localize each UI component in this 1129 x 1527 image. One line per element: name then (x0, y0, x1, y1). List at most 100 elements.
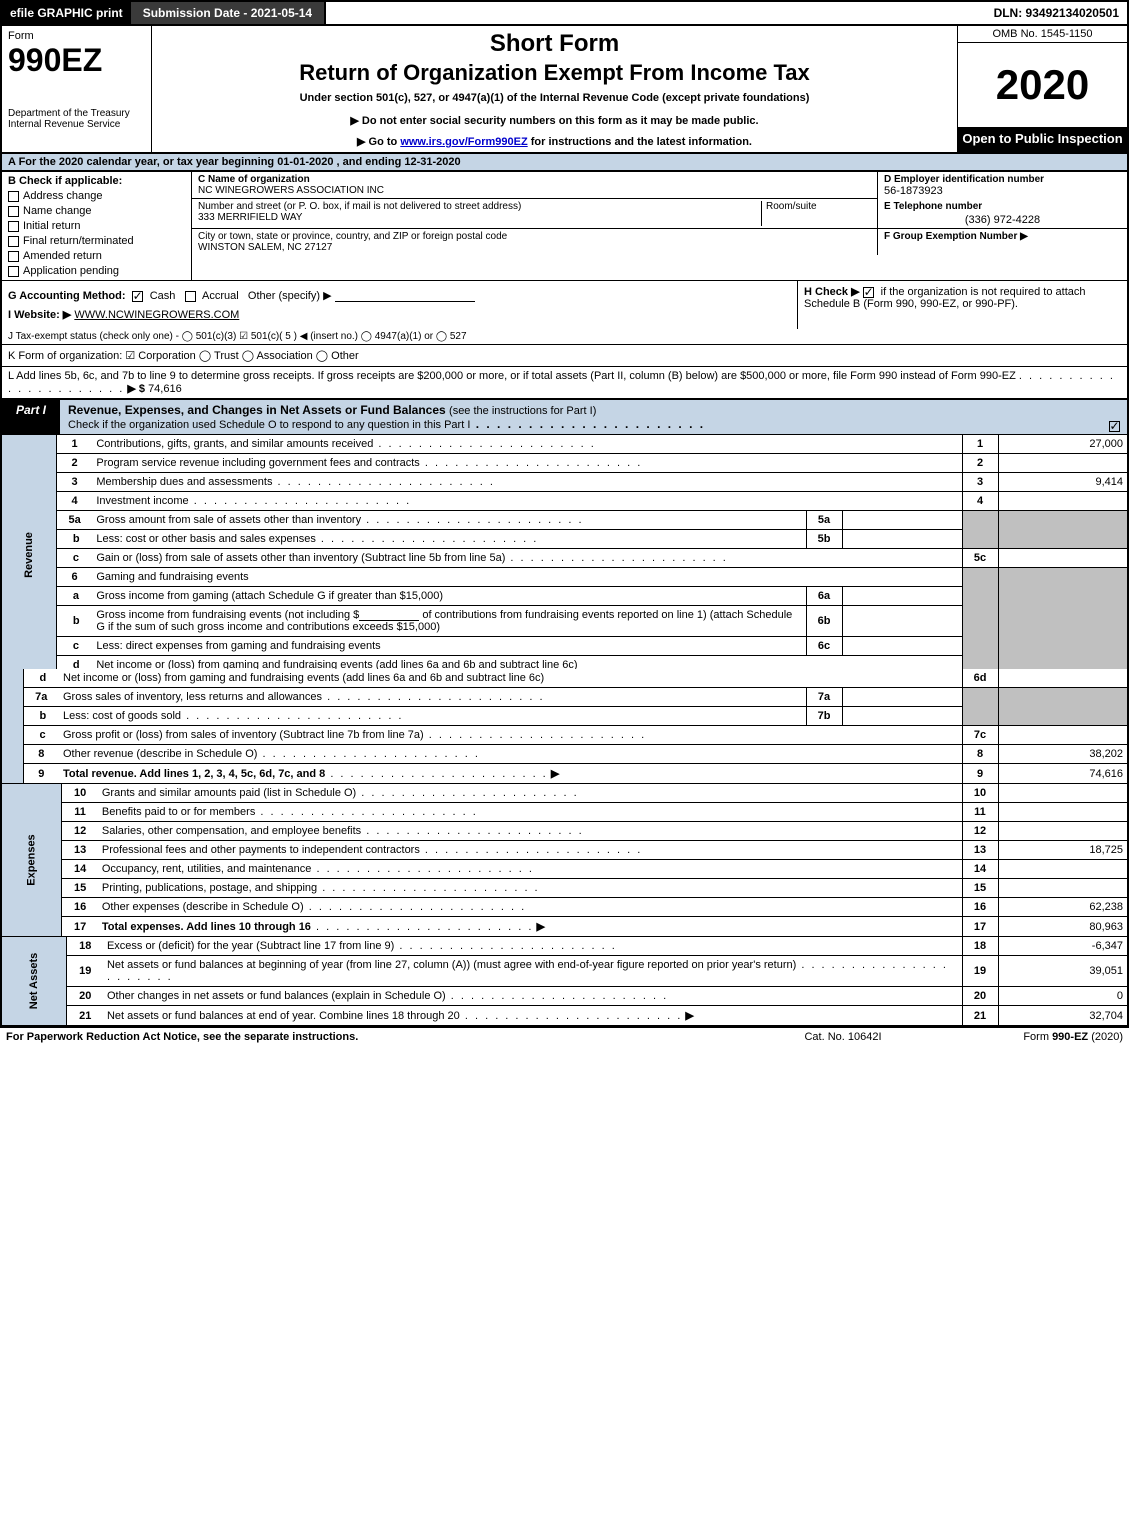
checkbox-accrual-icon[interactable] (185, 291, 196, 302)
line-16-value: 62,238 (998, 898, 1128, 917)
goto-link[interactable]: www.irs.gov/Form990EZ (400, 136, 527, 148)
goto-line: ▶ Go to www.irs.gov/Form990EZ for instru… (160, 135, 949, 148)
lines-expenses: Expenses 10 Grants and similar amounts p… (0, 784, 1129, 937)
goto-pre: ▶ Go to (357, 136, 400, 148)
row-j-tax-exempt: J Tax-exempt status (check only one) - ◯… (0, 329, 1129, 345)
efile-label[interactable]: efile GRAPHIC print (2, 2, 131, 24)
expenses-side-label: Expenses (1, 784, 62, 937)
omb-number: OMB No. 1545-1150 (958, 26, 1127, 43)
line-19-value: 39,051 (998, 956, 1128, 987)
line-13: 13 Professional fees and other payments … (1, 841, 1128, 860)
short-form-title: Short Form (160, 30, 949, 58)
checkbox-icon[interactable] (8, 206, 19, 217)
row-ghi: G Accounting Method: Cash Accrual Other … (0, 280, 1129, 329)
line-5c: c Gain or (loss) from sale of assets oth… (1, 549, 1128, 568)
lines-revenue-rest: d Net income or (loss) from gaming and f… (0, 669, 1129, 784)
org-name-block: C Name of organization NC WINEGROWERS AS… (192, 172, 877, 199)
line-20-value: 0 (998, 987, 1128, 1006)
checkbox-icon[interactable] (8, 236, 19, 247)
line-10: Expenses 10 Grants and similar amounts p… (1, 784, 1128, 803)
dln-number: DLN: 93492134020501 (986, 2, 1127, 24)
b-label: B Check if applicable: (8, 175, 185, 187)
check-application-pending[interactable]: Application pending (8, 265, 185, 277)
phone-value: (336) 972-4228 (884, 214, 1121, 226)
line-3: 3 Membership dues and assessments 3 9,41… (1, 473, 1128, 492)
line-6b: b Gross income from fundraising events (… (1, 606, 1128, 637)
part-1-title: Revenue, Expenses, and Changes in Net As… (60, 400, 1105, 434)
line-6: 6 Gaming and fundraising events (1, 568, 1128, 587)
header-left: Form 990EZ Department of the Treasury In… (2, 26, 152, 152)
row-h-schedule-b: H Check ▶ if the organization is not req… (797, 281, 1127, 329)
line-15: 15 Printing, publications, postage, and … (1, 879, 1128, 898)
ein-value: 56-1873923 (884, 185, 1121, 197)
footer-paperwork: For Paperwork Reduction Act Notice, see … (6, 1031, 743, 1043)
line-3-value: 9,414 (998, 473, 1128, 492)
irs-label: Internal Revenue Service (8, 119, 145, 130)
ssn-notice: ▶ Do not enter social security numbers o… (160, 114, 949, 127)
g-left: G Accounting Method: Cash Accrual Other … (2, 281, 797, 329)
open-public: Open to Public Inspection (958, 127, 1127, 152)
row-k-form-org: K Form of organization: ☑ Corporation ◯ … (0, 345, 1129, 367)
topbar-spacer (326, 2, 985, 24)
org-city: WINSTON SALEM, NC 27127 (198, 242, 871, 253)
section-bcdef: B Check if applicable: Address change Na… (0, 172, 1129, 280)
header-right: OMB No. 1545-1150 2020 Open to Public In… (957, 26, 1127, 152)
check-amended-return[interactable]: Amended return (8, 250, 185, 262)
d-label: D Employer identification number (884, 174, 1121, 185)
line-19: 19 Net assets or fund balances at beginn… (1, 956, 1128, 987)
part-1-checkbox[interactable] (1105, 400, 1127, 434)
checkbox-icon[interactable] (8, 251, 19, 262)
line-6d-actual: d Net income or (loss) from gaming and f… (1, 669, 1128, 688)
net-assets-side-label: Net Assets (1, 937, 67, 1026)
col-f-group-exemption: F Group Exemption Number ▶ (877, 229, 1127, 255)
header-center: Short Form Return of Organization Exempt… (152, 26, 957, 152)
line-8: 8 Other revenue (describe in Schedule O)… (1, 745, 1128, 764)
checkbox-cash-icon[interactable] (132, 291, 143, 302)
line-7a: 7a Gross sales of inventory, less return… (1, 688, 1128, 707)
page-footer: For Paperwork Reduction Act Notice, see … (0, 1027, 1129, 1046)
top-bar: efile GRAPHIC print Submission Date - 20… (0, 0, 1129, 26)
row-a-calendar-year: A For the 2020 calendar year, or tax yea… (0, 154, 1129, 172)
checkbox-icon[interactable] (1109, 421, 1120, 432)
check-name-change[interactable]: Name change (8, 205, 185, 217)
city-label: City or town, state or province, country… (198, 231, 871, 242)
other-specify-input[interactable] (335, 301, 475, 302)
line-21: 21 Net assets or fund balances at end of… (1, 1006, 1128, 1027)
line-14: 14 Occupancy, rent, utilities, and maint… (1, 860, 1128, 879)
line-21-value: 32,704 (998, 1006, 1128, 1027)
check-initial-return[interactable]: Initial return (8, 220, 185, 232)
line-6a: a Gross income from gaming (attach Sched… (1, 587, 1128, 606)
line-17-value: 80,963 (998, 917, 1128, 937)
line-18-value: -6,347 (998, 937, 1128, 956)
line-11: 11 Benefits paid to or for members 11 (1, 803, 1128, 822)
col-b-checkboxes: B Check if applicable: Address change Na… (2, 172, 192, 280)
org-city-block: City or town, state or province, country… (192, 229, 877, 255)
row-i-website: I Website: ▶ WWW.NCWINEGROWERS.COM (8, 308, 791, 321)
line-18: Net Assets 18 Excess or (deficit) for th… (1, 937, 1128, 956)
line-2: 2 Program service revenue including gove… (1, 454, 1128, 473)
line-9: 9 Total revenue. Add lines 1, 2, 3, 4, 5… (1, 764, 1128, 784)
return-title: Return of Organization Exempt From Incom… (160, 60, 949, 86)
c-name-label: C Name of organization (198, 174, 871, 185)
col-c-org-info: C Name of organization NC WINEGROWERS AS… (192, 172, 1127, 280)
checkbox-schedule-b-icon[interactable] (863, 287, 874, 298)
dots-icon (470, 417, 705, 431)
checkbox-icon[interactable] (8, 191, 19, 202)
revenue-side-label-2 (1, 669, 23, 784)
part-1-lines-table: Revenue 1 Contributions, gifts, grants, … (0, 435, 1129, 675)
check-address-change[interactable]: Address change (8, 190, 185, 202)
part-1-header: Part I Revenue, Expenses, and Changes in… (0, 398, 1129, 435)
line-8-value: 38,202 (998, 745, 1128, 764)
website-value[interactable]: WWW.NCWINEGROWERS.COM (74, 309, 239, 321)
gross-receipts-value: 74,616 (148, 383, 182, 395)
org-address: 333 MERRIFIELD WAY (198, 212, 761, 223)
row-l-gross-receipts: L Add lines 5b, 6c, and 7b to line 9 to … (0, 367, 1129, 398)
checkbox-icon[interactable] (8, 266, 19, 277)
line-5a: 5a Gross amount from sale of assets othe… (1, 511, 1128, 530)
check-final-return[interactable]: Final return/terminated (8, 235, 185, 247)
checkbox-icon[interactable] (8, 221, 19, 232)
line-17: 17 Total expenses. Add lines 10 through … (1, 917, 1128, 937)
line-9-value: 74,616 (998, 764, 1128, 784)
line-16: 16 Other expenses (describe in Schedule … (1, 898, 1128, 917)
line-7c: c Gross profit or (loss) from sales of i… (1, 726, 1128, 745)
